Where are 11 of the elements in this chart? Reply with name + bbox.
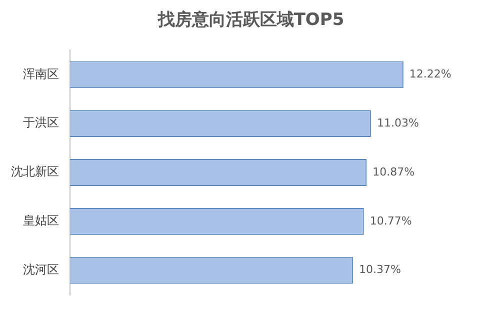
data-label: 10.37% [358, 263, 401, 276]
data-label: 12.22% [409, 68, 452, 81]
data-label: 10.77% [370, 214, 412, 228]
data-label: 10.87% [372, 165, 415, 178]
chart-title: 找房意向活跃区域TOP5 [156, 9, 346, 31]
y-tick-label: 皇姑区 [23, 214, 59, 228]
y-tick-label: 沈北新区 [11, 164, 59, 179]
y-tick-label: 浑南区 [23, 66, 59, 81]
y-tick-label: 于洪区 [23, 116, 59, 130]
y-tick-label: 沈河区 [23, 262, 59, 276]
data-label: 11.03% [376, 116, 419, 130]
